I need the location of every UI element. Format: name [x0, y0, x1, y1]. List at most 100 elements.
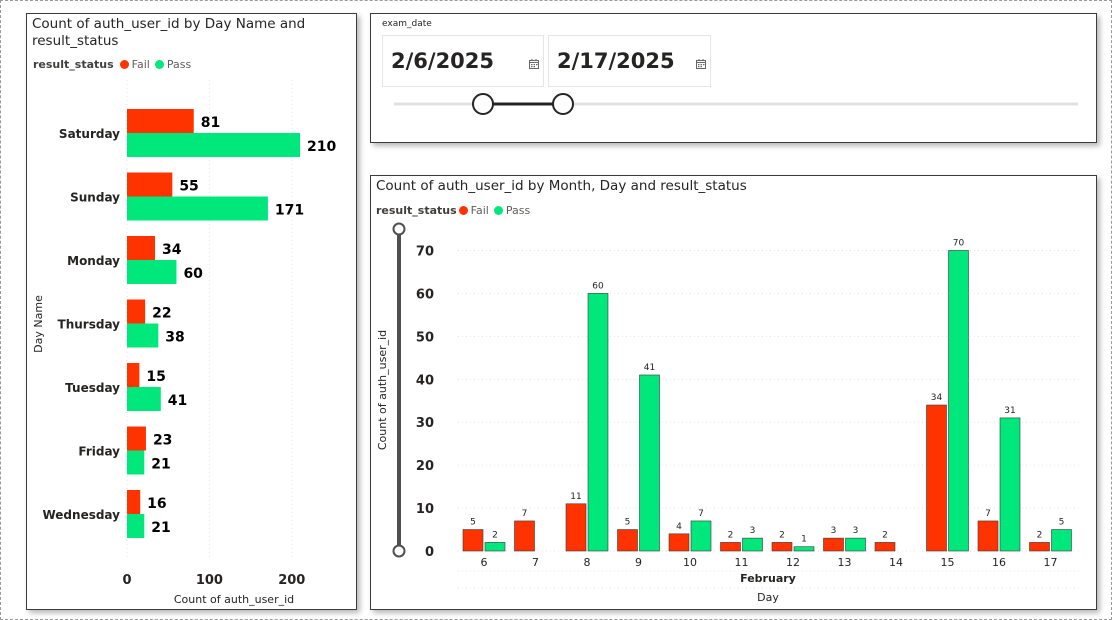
- zoom-slider-bottom-handle[interactable]: [392, 544, 406, 558]
- legend-pass-marker: [493, 206, 503, 215]
- data-label: 5: [625, 518, 631, 528]
- x-tick-label: 13: [838, 556, 852, 569]
- data-label: 60: [592, 281, 604, 291]
- bar-fail-monday[interactable]: [127, 236, 156, 260]
- legend-fail-label: Fail: [470, 204, 489, 217]
- legend-entry-pass[interactable]: Pass: [493, 204, 531, 217]
- bar-pass-sunday[interactable]: [127, 196, 268, 221]
- bar-fail-day-11[interactable]: [720, 542, 741, 552]
- slider-end-handle[interactable]: [552, 93, 574, 115]
- bar-pass-friday[interactable]: [127, 450, 145, 475]
- data-label: 171: [275, 203, 304, 219]
- data-label: 22: [152, 306, 171, 322]
- y-tick-label: Saturday: [59, 127, 120, 141]
- bar-pass-day-17[interactable]: [1051, 529, 1072, 552]
- bar-fail-day-6[interactable]: [462, 529, 484, 552]
- legend-entry-pass[interactable]: Pass: [154, 58, 192, 71]
- bar-pass-day-16[interactable]: [999, 417, 1021, 552]
- calendar-icon[interactable]: [529, 59, 539, 69]
- x-axis-title: Day: [757, 591, 779, 604]
- bar-fail-day-14[interactable]: [874, 542, 896, 552]
- bar-fail-day-13[interactable]: [823, 537, 844, 552]
- legend-fail-marker: [119, 60, 129, 69]
- chart-title: Count of auth_user_id by Month, Day and …: [376, 178, 747, 194]
- bar-fail-day-12[interactable]: [771, 542, 793, 552]
- x-group-label: February: [740, 572, 796, 585]
- day-column-chart-visual[interactable]: Count of auth_user_id by Month, Day and …: [370, 175, 1097, 610]
- x-tick-label: 9: [635, 556, 642, 569]
- calendar-icon[interactable]: [696, 59, 706, 69]
- bar-fail-day-15[interactable]: [926, 404, 947, 552]
- bar-pass-saturday[interactable]: [127, 133, 301, 157]
- day-name-chart-visual[interactable]: Count of auth_user_id by Day Name and re…: [26, 13, 357, 610]
- bar-pass-day-11[interactable]: [742, 537, 763, 552]
- x-tick-label: 11: [735, 556, 749, 569]
- start-date-value: 2/6/2025: [391, 49, 495, 73]
- chart-legend[interactable]: result_status Fail Pass: [376, 204, 535, 217]
- y-tick-label: Monday: [67, 254, 120, 268]
- x-tick-label: 15: [941, 556, 955, 569]
- y-tick-label: 0: [425, 545, 434, 560]
- y-tick-label: 50: [416, 330, 434, 345]
- legend-pass-label: Pass: [166, 58, 192, 71]
- data-label: 2: [728, 530, 734, 540]
- data-label: 5: [1059, 518, 1065, 528]
- bar-fail-thursday[interactable]: [127, 299, 146, 324]
- bar-pass-day-6[interactable]: [484, 542, 506, 552]
- bar-pass-wednesday[interactable]: [127, 514, 145, 538]
- bar-fail-saturday[interactable]: [127, 109, 194, 133]
- data-label: 34: [931, 393, 943, 403]
- bar-fail-day-7[interactable]: [514, 520, 535, 552]
- bar-pass-day-12[interactable]: [793, 546, 815, 552]
- data-label: 21: [151, 520, 170, 536]
- data-label: 2: [492, 530, 498, 540]
- y-tick-label: 20: [416, 459, 434, 474]
- data-label: 11: [570, 492, 581, 502]
- day-name-bar-plot: 0 100 200 Count of auth_user_id Day Name Satu…: [32, 80, 337, 606]
- bar-fail-day-10[interactable]: [668, 533, 690, 552]
- chart-legend[interactable]: result_status Fail Pass: [33, 58, 196, 71]
- data-label: 41: [644, 363, 655, 373]
- day-column-plot: 0 10 20 30 40 50 60 70 Count of auth_user_id 6 5 2 7…: [376, 222, 1081, 604]
- data-label: 7: [698, 509, 704, 519]
- legend-entry-fail[interactable]: Fail: [458, 204, 489, 217]
- data-label: 3: [853, 526, 859, 536]
- bar-fail-day-8[interactable]: [565, 503, 587, 552]
- data-label: 23: [153, 433, 172, 449]
- slicer-label: exam_date: [382, 19, 432, 29]
- legend-entry-fail[interactable]: Fail: [119, 58, 150, 71]
- legend-pass-label: Pass: [505, 204, 531, 217]
- data-label: 3: [750, 526, 756, 536]
- bar-pass-day-9[interactable]: [639, 374, 660, 552]
- start-date-input[interactable]: 2/6/2025: [382, 35, 544, 87]
- bar-fail-wednesday[interactable]: [127, 490, 141, 514]
- date-range-slider[interactable]: [371, 84, 1098, 124]
- data-label: 38: [165, 330, 184, 346]
- x-tick-label: 100: [196, 573, 223, 588]
- bar-fail-friday[interactable]: [127, 426, 146, 451]
- x-tick-label: 14: [889, 556, 903, 569]
- bar-pass-day-10[interactable]: [690, 520, 712, 552]
- bar-pass-day-15[interactable]: [948, 250, 969, 552]
- data-label: 3: [831, 526, 837, 536]
- bar-fail-tuesday[interactable]: [127, 363, 140, 387]
- bar-fail-day-16[interactable]: [977, 520, 999, 552]
- x-tick-label: 0: [122, 573, 131, 588]
- bar-pass-thursday[interactable]: [127, 323, 159, 348]
- data-label: 55: [179, 179, 198, 195]
- bar-fail-day-9[interactable]: [617, 529, 638, 552]
- bar-pass-tuesday[interactable]: [127, 387, 161, 411]
- bar-fail-sunday[interactable]: [127, 172, 173, 197]
- bar-pass-monday[interactable]: [127, 260, 177, 284]
- exam-date-slicer[interactable]: exam_date 2/6/2025 2/17/2025: [370, 13, 1097, 143]
- end-date-input[interactable]: 2/17/2025: [548, 35, 711, 87]
- bar-fail-day-17[interactable]: [1029, 542, 1050, 552]
- end-date-value: 2/17/2025: [557, 49, 675, 73]
- slider-start-handle[interactable]: [472, 93, 494, 115]
- data-label: 15: [146, 369, 165, 385]
- bar-pass-day-13[interactable]: [845, 537, 866, 552]
- zoom-slider-top-handle[interactable]: [392, 222, 406, 236]
- x-tick-label: 17: [1044, 556, 1058, 569]
- data-label: 1: [801, 535, 807, 545]
- bar-pass-day-8[interactable]: [587, 293, 609, 552]
